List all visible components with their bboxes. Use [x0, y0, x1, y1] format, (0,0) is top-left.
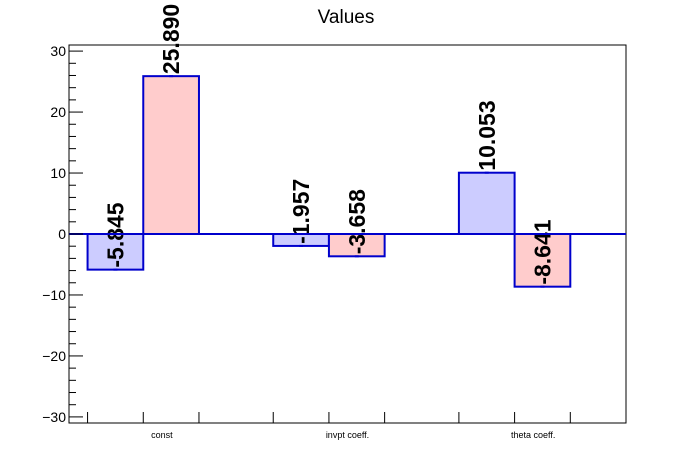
x-tick-label: invpt coeff.	[326, 430, 369, 440]
y-tick-label: 20	[50, 104, 66, 120]
y-tick-label: −30	[42, 409, 66, 425]
y-tick-label: 30	[50, 43, 66, 59]
data-label: -8.641	[529, 219, 555, 284]
axis-layer: −30 −20 −10 0 10 20 30 const invpt coeff. theta c…	[42, 43, 626, 440]
bar-2-theta-coeff-	[513, 233, 572, 288]
data-label: 10.053	[474, 100, 500, 170]
data-label: 25.890	[158, 4, 184, 74]
y-tick-label: −10	[42, 287, 66, 303]
y-tick-label: 10	[50, 165, 66, 181]
bar-1-theta-coeff-	[457, 171, 516, 235]
y-tick-label: −20	[42, 348, 66, 364]
y-tick-label: 0	[58, 226, 66, 242]
chart-title: Values	[318, 7, 375, 28]
data-label: -3.658	[344, 189, 370, 254]
bar-2-const	[142, 75, 200, 236]
x-tick-label: const	[151, 430, 173, 440]
x-tick-label: theta coeff.	[511, 430, 555, 440]
